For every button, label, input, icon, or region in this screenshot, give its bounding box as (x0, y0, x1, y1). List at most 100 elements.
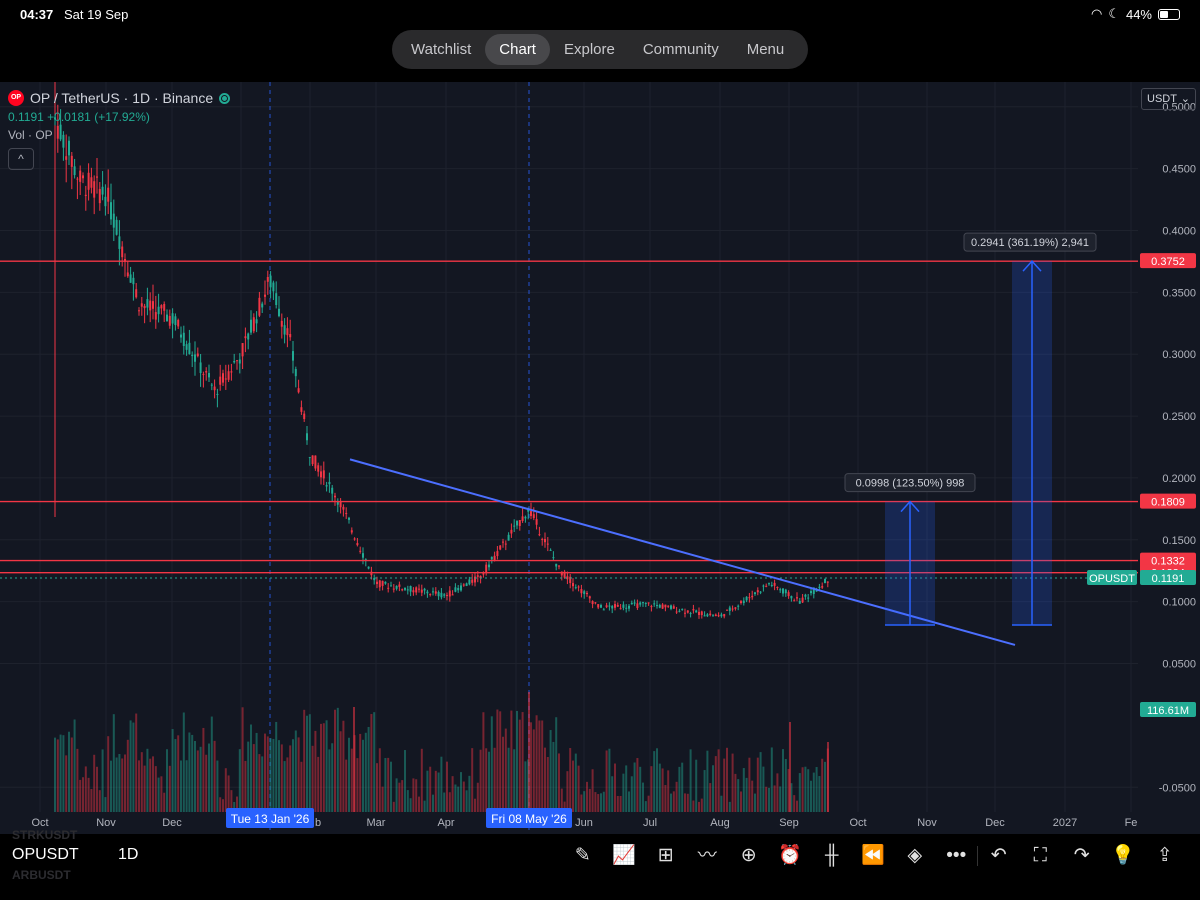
volume-bar (202, 727, 205, 812)
candle-body (320, 471, 322, 478)
layers-icon[interactable]: ◈ (907, 845, 923, 866)
volume-bar (748, 757, 751, 812)
candle-body (700, 611, 703, 616)
compare-icon[interactable]: 〰 (697, 845, 717, 866)
volume-bar (479, 749, 482, 812)
candle-body (454, 587, 457, 592)
candle-body (650, 606, 653, 608)
nav-watchlist[interactable]: Watchlist (411, 41, 472, 58)
volume-bar (163, 792, 166, 812)
volume-bar (538, 720, 541, 812)
candle-body (745, 596, 748, 601)
x-tick-label: Apr (437, 817, 454, 829)
volume-bar (199, 746, 202, 812)
volume-bar (768, 787, 770, 812)
volume-bar (790, 783, 793, 812)
indicators-icon[interactable]: 📈 (612, 845, 637, 866)
candle-body (59, 124, 62, 140)
volume-bar (700, 798, 703, 812)
volume-bar (152, 756, 154, 812)
redo-icon[interactable]: ↷ (1073, 845, 1090, 866)
more-icon[interactable]: ••• (946, 845, 967, 866)
volume-bar (664, 785, 667, 812)
volume-bar (528, 692, 530, 812)
volume-bar (734, 773, 737, 812)
volume-value-label: 116.61M (1147, 705, 1189, 717)
candle-body (339, 501, 342, 508)
toolbar-separator (977, 846, 978, 866)
candle-body (616, 604, 619, 607)
share-icon[interactable]: ⇪ (1156, 845, 1173, 866)
candle-body (633, 602, 636, 604)
volume-bar (530, 722, 532, 812)
replay-icon[interactable]: ⏪ (861, 845, 886, 866)
candle-body (314, 455, 317, 469)
alert-clock-icon[interactable]: ⏰ (778, 845, 803, 866)
toolbar-symbol[interactable]: OPUSDT (12, 846, 79, 863)
candle-body (670, 605, 672, 609)
volume-bar (572, 760, 574, 812)
candle-body (345, 513, 348, 515)
volume-label-bg (1140, 702, 1196, 717)
symbol-title[interactable]: OP / TetherUS · 1D · Binance (30, 90, 214, 106)
candle-body (737, 605, 740, 607)
nav-menu[interactable]: Menu (746, 41, 785, 58)
grid-icon[interactable]: ⊞ (657, 845, 674, 866)
volume-bar (196, 750, 199, 812)
candle-body (255, 319, 258, 324)
volume-bar (544, 747, 546, 812)
x-tick-label: Dec (985, 817, 1005, 829)
candle-body (462, 584, 465, 586)
pencil-icon[interactable]: ✎ (574, 845, 591, 866)
volume-bar (65, 755, 68, 812)
volume-bar (731, 753, 734, 812)
volume-bar (345, 759, 348, 812)
candle-body (594, 602, 597, 604)
chart-area[interactable]: 0.37520.18090.13320.1234OPUSDT0.11910.09… (0, 82, 1200, 888)
candle-body (325, 485, 328, 487)
volume-legend[interactable]: Vol · OP (8, 128, 53, 142)
volume-bar (440, 756, 443, 812)
candle-body (378, 580, 381, 588)
price-chart[interactable]: 0.37520.18090.13320.1234OPUSDT0.11910.09… (0, 82, 1200, 834)
candle-body (818, 586, 821, 588)
candle-body (440, 592, 443, 598)
candle-body (70, 155, 73, 167)
volume-bar (110, 760, 112, 812)
volume-bar (518, 719, 521, 812)
volume-bar (224, 768, 227, 812)
undo-icon[interactable]: ↶ (990, 845, 1007, 866)
candle-body (698, 611, 700, 615)
candle-body (342, 506, 345, 510)
candle-body (177, 319, 180, 327)
volume-bar (437, 772, 440, 812)
volume-bar (367, 726, 370, 812)
volume-bar (280, 744, 283, 812)
fullscreen-icon[interactable]: ⛶ (1033, 845, 1047, 866)
collapse-legend-button[interactable]: ^ (8, 148, 34, 170)
nav-chart[interactable]: Chart (485, 34, 550, 65)
price-label: 0.1332 (1151, 556, 1185, 568)
volume-bar (135, 713, 138, 812)
nav-community[interactable]: Community (642, 41, 719, 58)
volume-bar (462, 781, 465, 812)
volume-bar (789, 722, 791, 812)
volume-bar (205, 754, 208, 812)
volume-bar (420, 748, 423, 812)
nav-explore[interactable]: Explore (563, 41, 615, 58)
candles-icon[interactable]: ╫ (825, 845, 839, 866)
candle-body (502, 541, 504, 543)
volume-bar (387, 757, 390, 812)
toolbar-interval[interactable]: 1D (118, 846, 139, 863)
last-price-label: 0.1191 (1152, 573, 1185, 585)
volume-bar (325, 720, 328, 812)
add-icon[interactable]: ⊕ (740, 845, 757, 866)
idea-icon[interactable]: 💡 (1111, 845, 1136, 866)
volume-bar (653, 751, 656, 812)
volume-bar (297, 737, 300, 812)
currency-select[interactable]: USDT ⌄ (1141, 88, 1196, 110)
volume-bar (742, 768, 745, 812)
volume-bar (166, 749, 168, 812)
volume-bar (107, 736, 110, 812)
candle-body (306, 433, 308, 441)
